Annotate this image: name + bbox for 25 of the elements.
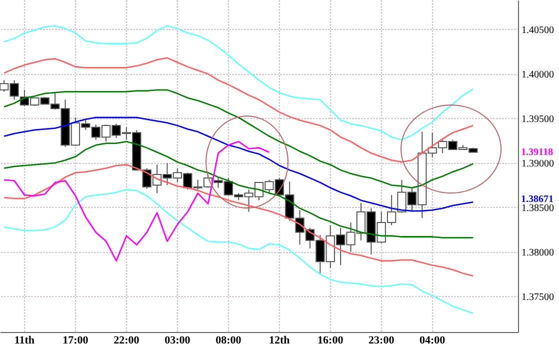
x-tick-label: 23:00 bbox=[368, 334, 395, 346]
y-tick-label: 1.40500 bbox=[522, 24, 554, 36]
x-tick-label: 08:00 bbox=[216, 334, 242, 346]
text: 1.39118 bbox=[521, 147, 553, 158]
line-series bbox=[3, 140, 270, 262]
y-tick-label: 1.39000 bbox=[522, 158, 554, 170]
x-tick-label: 12th bbox=[269, 334, 290, 346]
line-series bbox=[3, 116, 474, 212]
x-tick-label: 11th bbox=[14, 334, 35, 346]
y-tick-label: 1.39500 bbox=[522, 114, 554, 125]
line-series bbox=[3, 164, 474, 277]
y-tick-label: 1.37500 bbox=[522, 292, 554, 303]
x-tick-label: 17:00 bbox=[62, 334, 89, 346]
y-tick-label: 1.40000 bbox=[522, 69, 554, 80]
y-tick-label: 1.38000 bbox=[522, 247, 554, 258]
line-series bbox=[3, 89, 474, 189]
x-tick-label: 04:00 bbox=[420, 334, 446, 346]
line-series bbox=[3, 25, 474, 140]
line-series bbox=[3, 57, 474, 163]
y-tick-label: 1.38500 bbox=[522, 202, 554, 214]
line-series bbox=[3, 188, 474, 314]
x-tick-label: 16:00 bbox=[318, 334, 344, 346]
text: 1.38671 bbox=[521, 194, 554, 205]
x-tick-label: 22:00 bbox=[114, 334, 140, 346]
x-tick-label: 03:00 bbox=[164, 334, 191, 346]
